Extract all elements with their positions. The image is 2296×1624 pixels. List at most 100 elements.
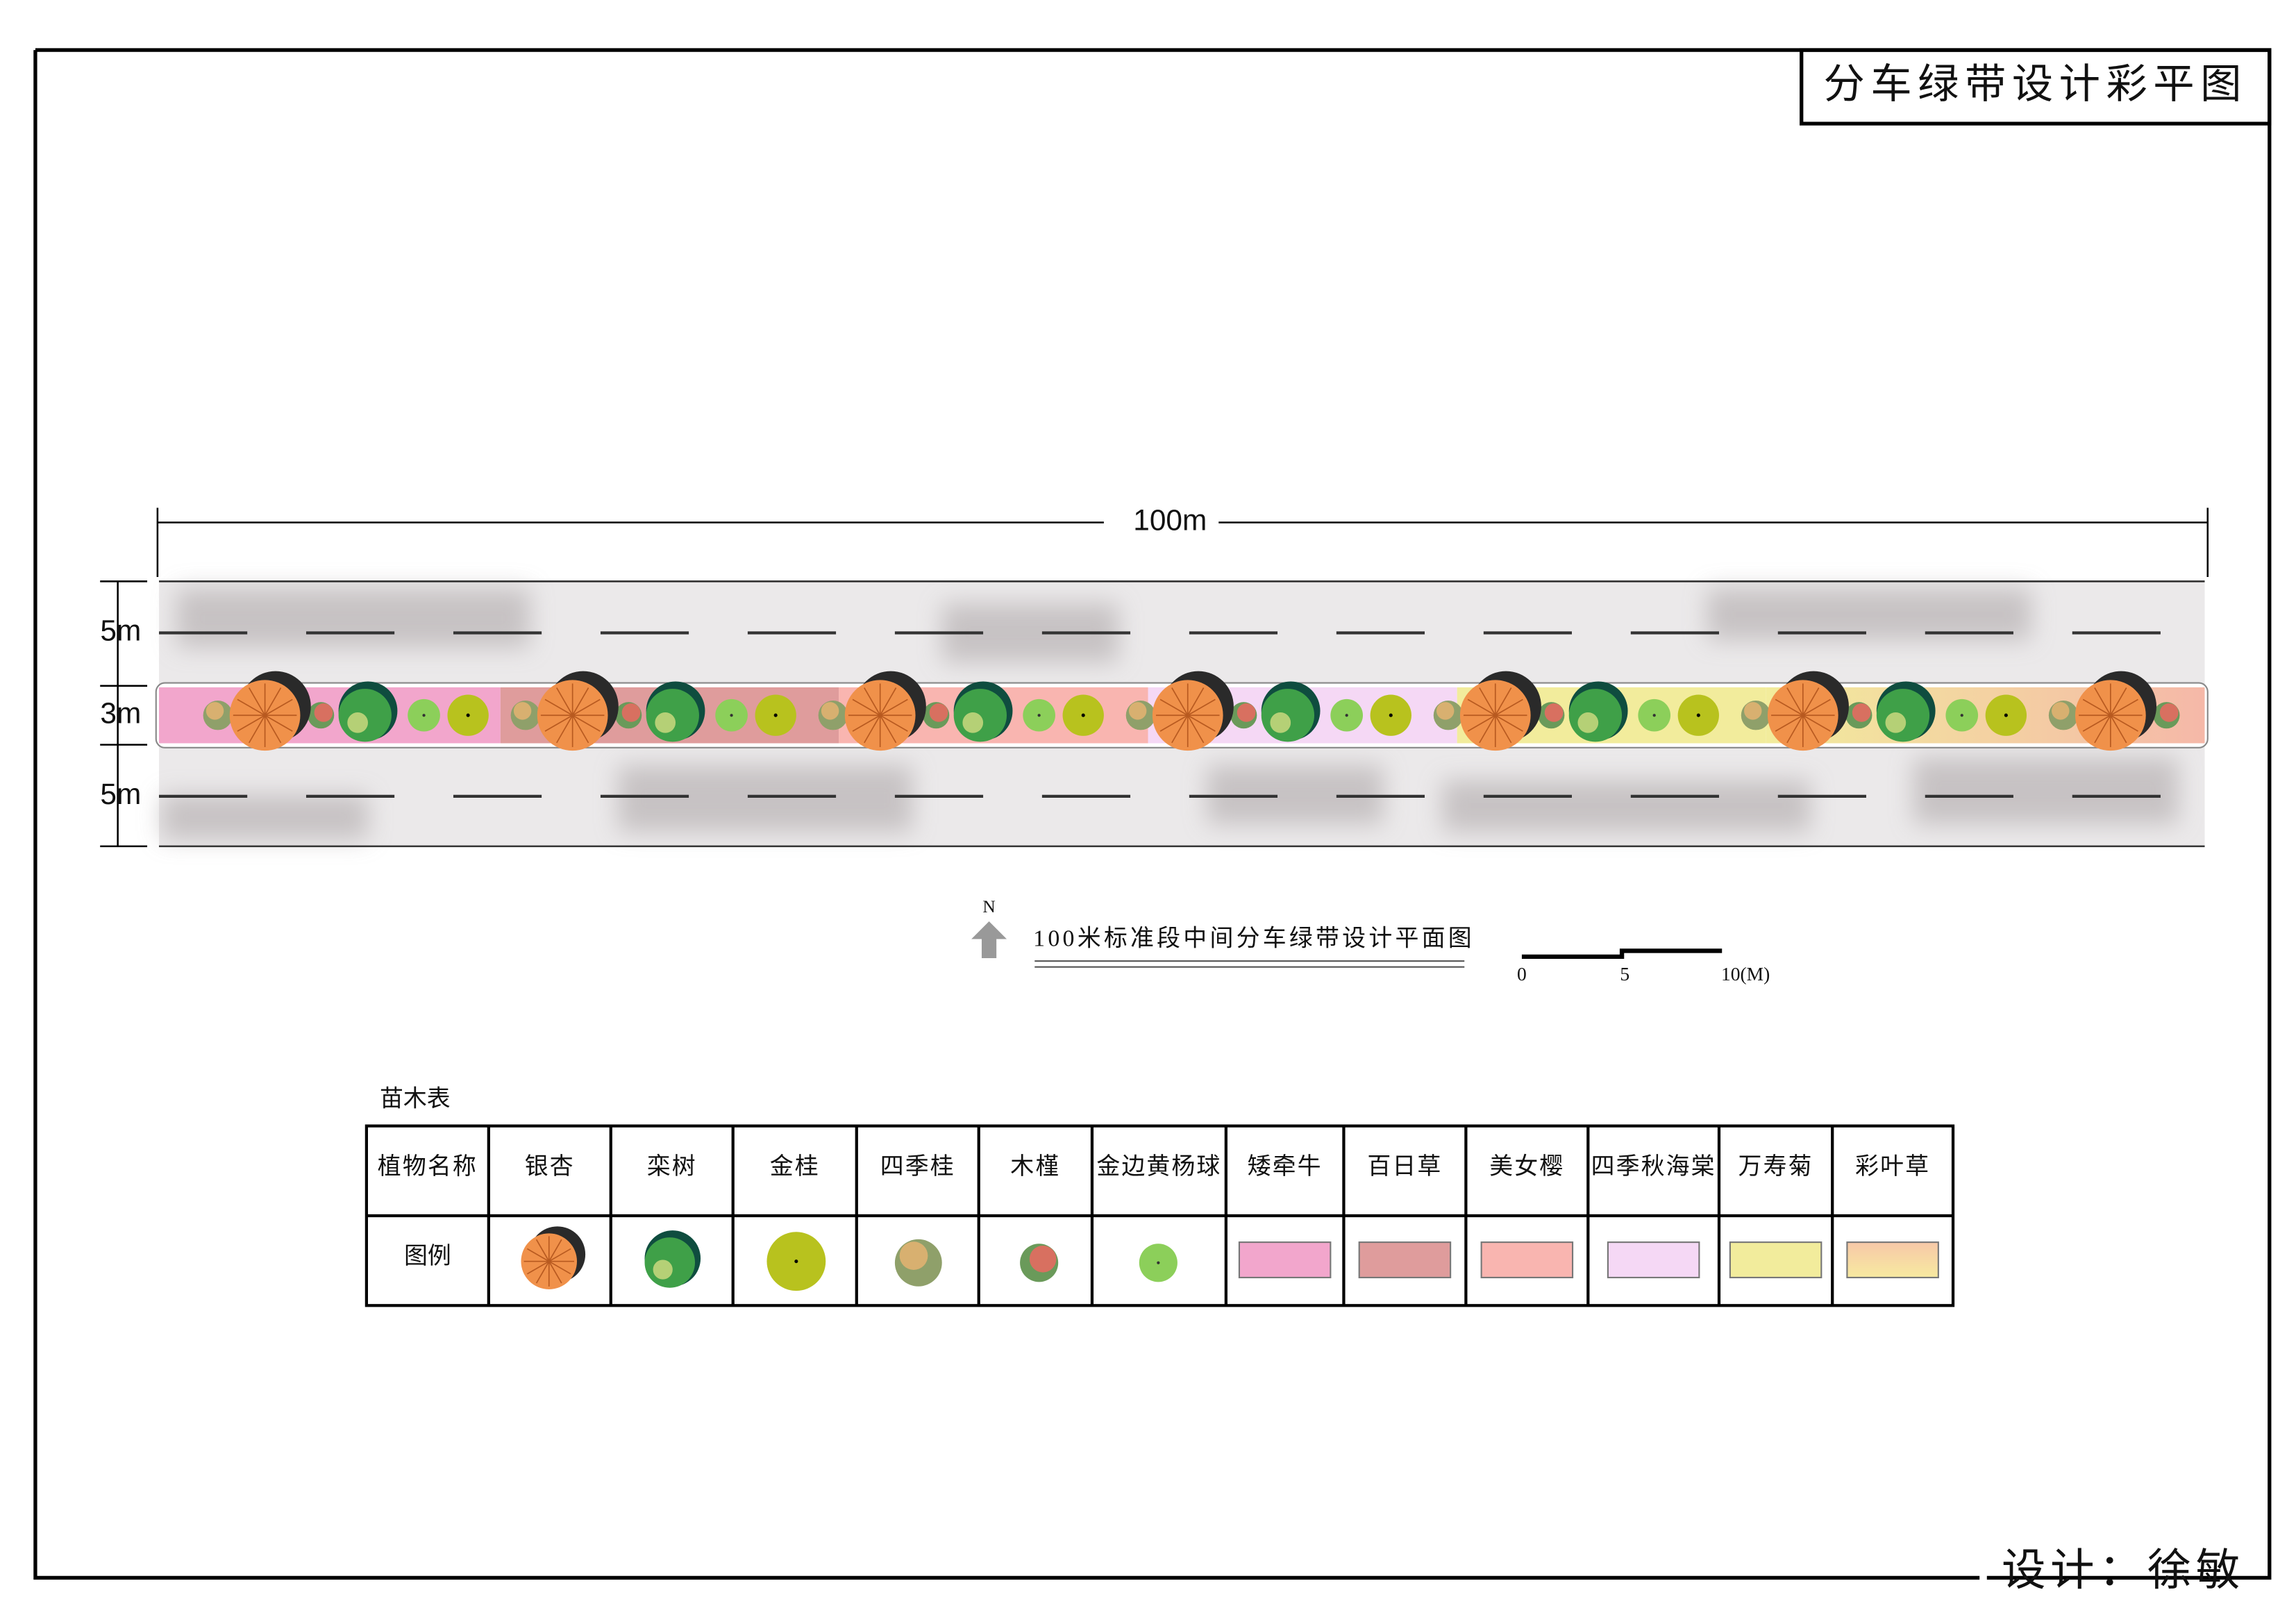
ginkgo-vein (1495, 714, 1512, 744)
plants (203, 671, 2180, 751)
scale-bar (1521, 948, 1723, 960)
table-header-cell: 四季秋海棠 (1591, 1153, 1716, 1180)
ginkgo-vein (880, 698, 908, 716)
table-header-cell: 金边黄杨球 (1096, 1153, 1221, 1180)
ginkgo-vein (2094, 687, 2111, 716)
title-box (1800, 48, 2272, 126)
table-header-cell: 美女樱 (1489, 1153, 1564, 1180)
ginkgo-vein (1786, 714, 1804, 744)
osmanthus-center (794, 1259, 798, 1264)
osmanthus-center (1081, 713, 1085, 717)
ginkgo-vein (2110, 687, 2127, 716)
table-header-cell: 栾树 (647, 1153, 697, 1180)
four-season-highlight (899, 1241, 928, 1270)
ginkgo-vein (571, 714, 589, 744)
luan-highlight (1270, 712, 1291, 733)
ginkgo-vein (2110, 698, 2138, 716)
ginkgo-vein (1187, 714, 1216, 732)
ginkgo-vein (237, 714, 266, 732)
ginkgo-vein (248, 714, 266, 744)
ginkgo-vein (852, 714, 881, 732)
boxwood-center (1960, 714, 1963, 717)
ginkgo-vein (264, 714, 282, 744)
osmanthus-center (1696, 713, 1700, 717)
table-header-cell: 矮牵牛 (1248, 1153, 1323, 1180)
designer: 设计：徐敏 (2002, 1546, 2245, 1595)
four-season-highlight (2052, 702, 2070, 720)
ginkgo-vein (1479, 714, 1496, 744)
osmanthus-center (1389, 713, 1393, 717)
ginkgo-vein (1187, 687, 1205, 716)
width-label: 3m (100, 696, 141, 729)
north-label: N (982, 896, 995, 916)
ginkgo-vein (1159, 698, 1189, 716)
luan-highlight (653, 1259, 673, 1280)
luan-highlight (347, 712, 368, 733)
ginkgo-vein (1171, 714, 1189, 744)
ginkgo-vein (1467, 698, 1496, 716)
ginkgo-vein (265, 714, 293, 732)
legend-swatch (1480, 1241, 1574, 1279)
luan-highlight (962, 712, 984, 733)
hibiscus-highlight (1852, 703, 1871, 722)
luan (1261, 689, 1315, 742)
ginkgo-vein (1775, 714, 1804, 732)
ginkgo-vein (544, 698, 573, 716)
ginkgo-vein (2082, 698, 2111, 716)
luan (953, 689, 1007, 742)
ginkgo-vein (864, 714, 881, 744)
legend-label: 图例 (404, 1244, 451, 1269)
ginkgo-vein (544, 714, 573, 732)
hibiscus-highlight (1237, 703, 1256, 722)
table-header-cell: 百日草 (1367, 1153, 1442, 1180)
luan-highlight (1577, 712, 1599, 733)
ginkgo-vein (1802, 698, 1831, 716)
four-season-highlight (1436, 702, 1455, 720)
legend-swatch (1607, 1241, 1700, 1279)
road-shading (162, 588, 2179, 839)
boxwood-center (422, 714, 426, 717)
osmanthus-center (2004, 713, 2008, 717)
legend-swatch (1846, 1241, 1939, 1279)
luan-highlight (655, 712, 676, 733)
ginkgo-vein (548, 1248, 571, 1262)
luan-highlight (1885, 712, 1907, 733)
ginkgo-vein (1495, 698, 1523, 716)
ginkgo-vein (237, 698, 266, 716)
osmanthus-center (466, 713, 470, 717)
plan-caption: 100米标准段中间分车绿带设计平面图 (1033, 925, 1475, 951)
table-header-cell: 金桂 (770, 1153, 820, 1180)
ginkgo-vein (879, 714, 897, 744)
ginkgo-vein (548, 1239, 562, 1262)
ginkgo-vein (1802, 714, 1820, 744)
luan (1876, 689, 1930, 742)
ginkgo-vein (548, 1261, 562, 1284)
ginkgo-vein (572, 698, 601, 716)
ginkgo-vein (1159, 714, 1189, 732)
hibiscus-highlight (929, 703, 948, 722)
ginkgo-vein (1495, 687, 1512, 716)
table-header-cell: 木槿 (1010, 1153, 1060, 1180)
hibiscus-highlight (314, 703, 333, 722)
table-header-cell: 银杏 (525, 1153, 575, 1180)
luan (338, 689, 392, 742)
ginkgo-vein (535, 1261, 550, 1284)
ginkgo-vein (572, 714, 601, 732)
dimension-lines (100, 508, 2209, 848)
table-header-cell: 四季桂 (880, 1153, 955, 1180)
luan (1568, 689, 1623, 742)
ginkgo-vein (2110, 714, 2138, 732)
hibiscus-highlight (621, 703, 641, 722)
ginkgo-vein (535, 1239, 550, 1262)
hibiscus-highlight (1029, 1245, 1057, 1273)
four-season-highlight (1744, 702, 1762, 720)
ginkgo-vein (265, 698, 293, 716)
legend-swatch (1358, 1241, 1452, 1279)
frame (33, 50, 1980, 1580)
ginkgo-vein (1786, 687, 1804, 716)
ginkgo-vein (880, 714, 908, 732)
ginkgo-vein (248, 687, 266, 716)
ginkgo-vein (1775, 698, 1804, 716)
four-season-highlight (206, 702, 224, 720)
